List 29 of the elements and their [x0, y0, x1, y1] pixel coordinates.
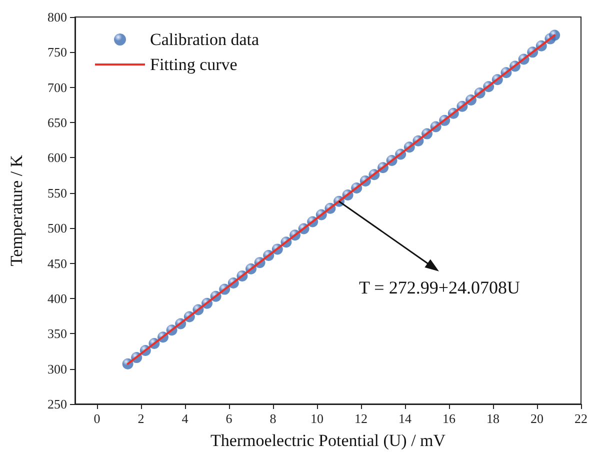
y-tick-label: 600	[48, 150, 67, 166]
annotation: T = 272.99+24.0708U	[359, 277, 520, 298]
x-tick-label: 10	[310, 411, 324, 426]
x-axis-title: Thermoelectric Potential (U) / mV	[210, 431, 446, 450]
x-tick-label: 2	[138, 411, 144, 426]
x-tick-label: 16	[442, 411, 456, 426]
legend-label: Fitting curve	[150, 55, 238, 74]
y-tick-label: 550	[48, 185, 67, 200]
x-tick-label: 14	[398, 411, 412, 426]
x-tick-label: 4	[182, 411, 189, 426]
y-tick-label: 750	[48, 44, 67, 60]
y-tick-label: 500	[48, 220, 67, 236]
y-axis-title: Temperature / K	[7, 154, 26, 266]
y-tick-label: 650	[48, 115, 67, 130]
y-tick-label: 700	[48, 80, 67, 95]
y-tick-label: 800	[48, 10, 67, 24]
legend-label: Calibration data	[150, 30, 260, 49]
x-tick-label: 18	[486, 411, 500, 426]
y-tick-label: 400	[48, 290, 67, 306]
y-tick-label: 350	[48, 326, 67, 342]
x-tick-label: 0	[94, 411, 100, 426]
x-tick-label: 6	[226, 411, 233, 426]
y-tick-label: 300	[48, 361, 67, 376]
x-tick-label: 20	[530, 411, 544, 426]
y-tick-label: 450	[48, 256, 67, 271]
x-tick-label: 12	[354, 411, 368, 426]
y-tick-label: 250	[48, 396, 67, 412]
x-tick-label: 8	[270, 411, 276, 426]
x-tick-label: 22	[574, 411, 588, 426]
